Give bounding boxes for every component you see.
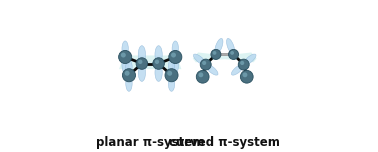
Circle shape xyxy=(240,61,244,65)
Circle shape xyxy=(136,58,148,69)
Ellipse shape xyxy=(194,54,206,65)
Ellipse shape xyxy=(244,54,256,65)
Circle shape xyxy=(198,72,203,77)
Ellipse shape xyxy=(172,57,178,73)
Ellipse shape xyxy=(155,46,162,63)
Circle shape xyxy=(125,71,130,76)
Ellipse shape xyxy=(155,64,162,81)
Circle shape xyxy=(155,60,159,64)
Ellipse shape xyxy=(168,59,175,75)
Circle shape xyxy=(212,51,217,55)
Ellipse shape xyxy=(172,41,178,57)
Ellipse shape xyxy=(168,76,175,91)
Polygon shape xyxy=(119,55,181,69)
Text: planar π-system: planar π-system xyxy=(96,136,204,149)
Circle shape xyxy=(153,58,164,69)
Circle shape xyxy=(230,51,234,55)
Text: curved π-system: curved π-system xyxy=(169,136,280,149)
Circle shape xyxy=(196,70,209,83)
Circle shape xyxy=(121,53,126,57)
Ellipse shape xyxy=(206,64,218,75)
Ellipse shape xyxy=(122,41,129,57)
Circle shape xyxy=(167,71,172,76)
Circle shape xyxy=(171,53,176,57)
Ellipse shape xyxy=(138,46,146,63)
Circle shape xyxy=(169,50,182,64)
Circle shape xyxy=(240,70,253,83)
Ellipse shape xyxy=(126,76,132,91)
Ellipse shape xyxy=(231,64,244,75)
Circle shape xyxy=(238,59,249,70)
Circle shape xyxy=(138,60,143,64)
Circle shape xyxy=(165,69,178,82)
Circle shape xyxy=(202,61,206,65)
Circle shape xyxy=(200,59,211,70)
Ellipse shape xyxy=(126,59,132,75)
Circle shape xyxy=(229,49,239,59)
Circle shape xyxy=(243,72,247,77)
Circle shape xyxy=(122,69,135,82)
Ellipse shape xyxy=(138,64,146,81)
Ellipse shape xyxy=(122,57,129,73)
Ellipse shape xyxy=(226,38,235,54)
Circle shape xyxy=(119,50,132,64)
Circle shape xyxy=(211,49,221,59)
Polygon shape xyxy=(193,52,257,62)
Ellipse shape xyxy=(215,38,223,54)
